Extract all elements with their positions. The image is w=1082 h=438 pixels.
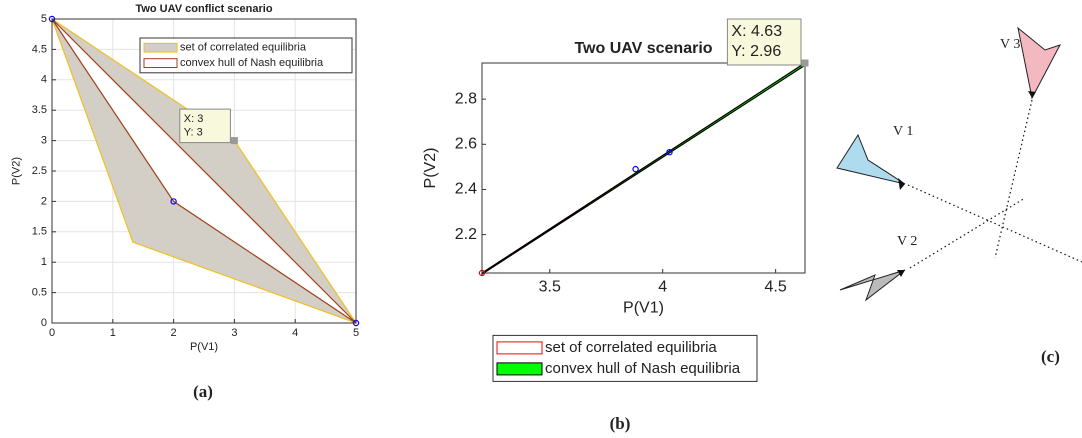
axes-frame xyxy=(481,62,806,274)
vehicle-label: V 3 xyxy=(1000,37,1020,52)
y-tick-label: 2.8 xyxy=(455,90,477,107)
y-tick-label: 4 xyxy=(41,74,47,86)
y-tick-label: 4.5 xyxy=(32,43,47,55)
y-tick-label: 1 xyxy=(41,256,47,268)
legend-label: set of correlated equilibria xyxy=(545,339,717,356)
equilibrium-point xyxy=(632,165,639,173)
y-tick-label: 3.5 xyxy=(32,104,47,116)
legend-label: convex hull of Nash equilibria xyxy=(545,360,741,377)
x-axis-label: P(V1) xyxy=(623,299,664,316)
panel-caption: (b) xyxy=(610,414,631,433)
chart-title: Two UAV conflict scenario xyxy=(135,3,272,15)
datatip-text: Y: 2.96 xyxy=(731,43,781,60)
y-tick-label: 1.5 xyxy=(32,226,47,238)
y-tick-label: 2 xyxy=(41,195,47,207)
region xyxy=(51,18,357,324)
vehicle-label: V 1 xyxy=(893,124,913,139)
legend-label: convex hull of Nash equilibria xyxy=(180,57,324,69)
legend-swatch xyxy=(143,42,178,53)
y-tick-label: 0.5 xyxy=(32,287,47,299)
equilibrium-point xyxy=(666,148,673,156)
datatip-box xyxy=(726,18,802,66)
x-tick-label: 4 xyxy=(292,327,298,339)
panel-caption: (c) xyxy=(1041,347,1060,366)
legend-swatch xyxy=(496,341,543,355)
uav-diagram: V 1 V 2 V 3 (c) xyxy=(836,26,1082,366)
x-tick-label: 2 xyxy=(171,327,177,339)
legend-swatch xyxy=(496,362,543,376)
y-tick-label: 2.4 xyxy=(455,181,477,198)
datatip-text: Y: 3 xyxy=(184,127,203,139)
equilibrium-point xyxy=(170,198,177,205)
x-tick-label: 5 xyxy=(353,327,359,339)
datatip-box xyxy=(179,108,231,144)
x-tick-label: 4.5 xyxy=(765,279,787,296)
chart-title: Two UAV scenario xyxy=(574,40,712,57)
datatip-text: X: 3 xyxy=(184,113,204,125)
y-tick-label: 3 xyxy=(41,135,47,147)
x-tick-label: 0 xyxy=(49,327,55,339)
x-tick-label: 3 xyxy=(231,327,237,339)
legend-label: set of correlated equilibria xyxy=(180,42,307,54)
vehicle-label: V 2 xyxy=(897,234,917,249)
axes-frame xyxy=(51,18,357,324)
y-axis-label: P(V2) xyxy=(422,148,439,189)
y-tick-label: 2.5 xyxy=(32,165,47,177)
y-tick-label: 2.2 xyxy=(455,226,477,243)
x-tick-label: 1 xyxy=(110,327,116,339)
y-tick-label: 0 xyxy=(41,317,47,329)
panel-caption: (a) xyxy=(193,382,213,401)
x-axis-label: P(V1) xyxy=(190,341,218,353)
y-tick-label: 2.6 xyxy=(455,136,477,153)
datatip-text: X: 4.63 xyxy=(731,23,782,40)
datatip-point xyxy=(230,137,238,145)
datatip-point xyxy=(801,59,809,67)
y-axis-label: P(V2) xyxy=(11,157,23,185)
legend-swatch xyxy=(143,58,178,69)
x-tick-label: 3.5 xyxy=(539,279,561,296)
y-tick-label: 5 xyxy=(41,13,47,25)
x-tick-label: 4 xyxy=(658,279,667,296)
